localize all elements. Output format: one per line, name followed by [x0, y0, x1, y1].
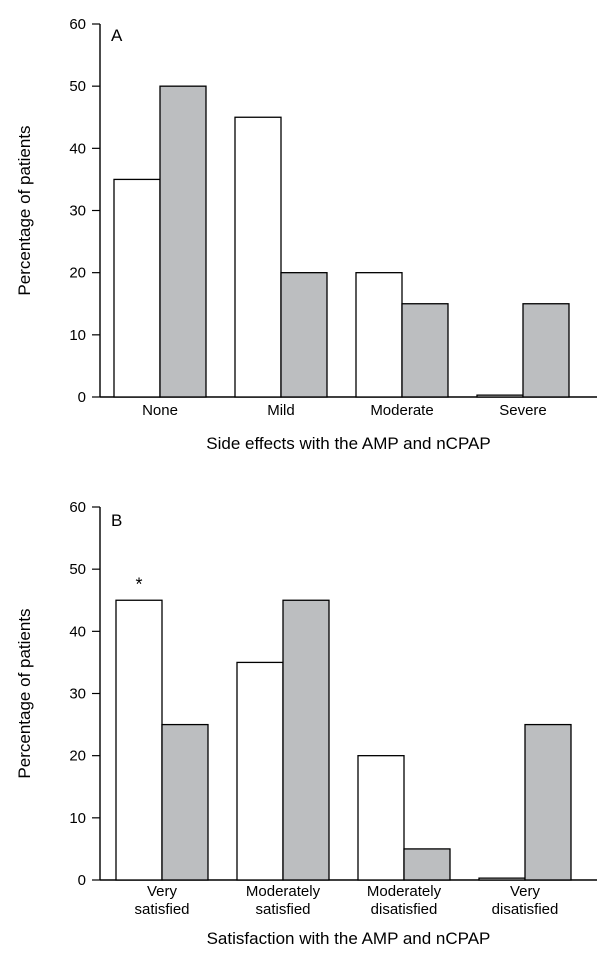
- y-tick-label: 0: [78, 389, 86, 406]
- y-tick-label: 30: [69, 686, 86, 703]
- bar: [357, 755, 405, 881]
- bar: [159, 85, 207, 398]
- y-tick-label: 10: [69, 810, 86, 827]
- bar: [522, 303, 570, 398]
- bar: [234, 116, 282, 398]
- bar: [476, 394, 524, 398]
- x-tick-label: Very: [147, 883, 178, 900]
- x-tick-label: Moderately: [246, 883, 321, 900]
- y-tick-label: 50: [69, 561, 86, 578]
- bar: [401, 303, 449, 398]
- y-tick-label: 40: [69, 623, 86, 640]
- y-tick-label: 20: [69, 748, 86, 765]
- y-tick-label: 30: [69, 203, 86, 220]
- bar: [161, 723, 209, 881]
- y-tick-label: 20: [69, 265, 86, 282]
- x-tick-label: Very: [510, 883, 541, 900]
- x-tick-label: Moderately: [367, 883, 442, 900]
- bar: [478, 877, 526, 881]
- panel-label: B: [111, 511, 122, 530]
- x-tick-label: satisfied: [134, 901, 189, 918]
- bar: [403, 848, 451, 881]
- x-tick-label: Severe: [499, 402, 547, 419]
- chart-panel-a: 0 10 20 30 40 50 60 None Mild Moderate Severe A Side…: [15, 16, 597, 453]
- y-tick-label: 60: [69, 499, 86, 516]
- y-tick-label: 60: [69, 16, 86, 33]
- bar: [236, 661, 284, 881]
- bar: [280, 272, 328, 398]
- bar: [115, 599, 163, 881]
- x-axis-title: Satisfaction with the AMP and nCPAP: [207, 929, 491, 948]
- x-tick-label: disatisfied: [492, 901, 559, 918]
- x-tick-label: disatisfied: [371, 901, 438, 918]
- x-tick-label: Mild: [267, 402, 295, 419]
- x-tick-label: satisfied: [255, 901, 310, 918]
- panel-label: A: [111, 26, 123, 45]
- y-tick-label: 10: [69, 327, 86, 344]
- y-tick-label: 50: [69, 78, 86, 95]
- bar: [113, 178, 161, 398]
- bar: [524, 723, 572, 881]
- bar: [355, 272, 403, 398]
- y-axis-title: Percentage of patients: [15, 125, 34, 295]
- chart-panel-b: 0102030405060VerysatisfiedModeratelysati…: [15, 499, 597, 948]
- significance-marker: *: [135, 574, 142, 594]
- y-tick-label: 0: [78, 872, 86, 889]
- x-tick-label: None: [142, 402, 178, 419]
- y-tick-label: 40: [69, 140, 86, 157]
- y-axis-title: Percentage of patients: [15, 608, 34, 778]
- x-tick-label: Moderate: [370, 402, 433, 419]
- bar: [282, 599, 330, 881]
- x-axis-title: Side effects with the AMP and nCPAP: [206, 434, 490, 453]
